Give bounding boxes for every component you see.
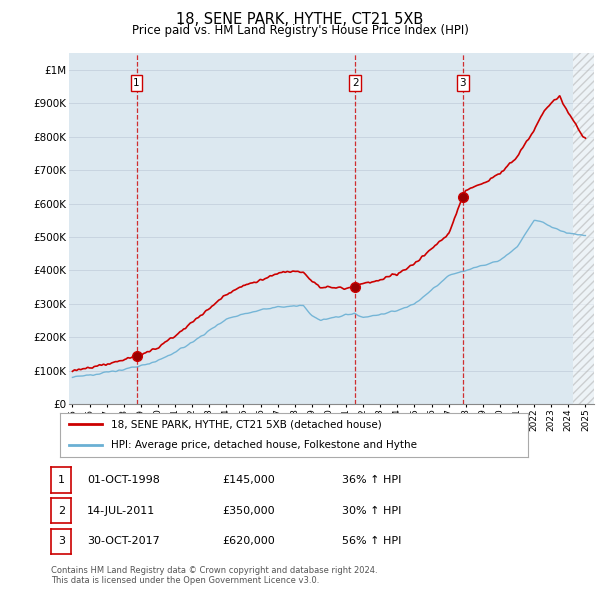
Text: 2: 2 (58, 506, 65, 516)
Text: 3: 3 (58, 536, 65, 546)
Text: Contains HM Land Registry data © Crown copyright and database right 2024.
This d: Contains HM Land Registry data © Crown c… (51, 566, 377, 585)
Text: 3: 3 (460, 78, 466, 88)
Bar (574, 53, 594, 404)
Text: £620,000: £620,000 (222, 536, 275, 546)
Text: 30% ↑ HPI: 30% ↑ HPI (342, 506, 401, 516)
Text: 1: 1 (58, 475, 65, 485)
Text: 01-OCT-1998: 01-OCT-1998 (87, 475, 160, 485)
Text: 18, SENE PARK, HYTHE, CT21 5XB (detached house): 18, SENE PARK, HYTHE, CT21 5XB (detached… (112, 419, 382, 429)
Text: 36% ↑ HPI: 36% ↑ HPI (342, 475, 401, 485)
Text: Price paid vs. HM Land Registry's House Price Index (HPI): Price paid vs. HM Land Registry's House … (131, 24, 469, 37)
Text: 18, SENE PARK, HYTHE, CT21 5XB: 18, SENE PARK, HYTHE, CT21 5XB (176, 12, 424, 27)
Text: 30-OCT-2017: 30-OCT-2017 (87, 536, 160, 546)
Text: HPI: Average price, detached house, Folkestone and Hythe: HPI: Average price, detached house, Folk… (112, 440, 418, 450)
Text: 56% ↑ HPI: 56% ↑ HPI (342, 536, 401, 546)
Text: 1: 1 (133, 78, 140, 88)
Text: 14-JUL-2011: 14-JUL-2011 (87, 506, 155, 516)
Text: £145,000: £145,000 (222, 475, 275, 485)
Text: £350,000: £350,000 (222, 506, 275, 516)
Text: 2: 2 (352, 78, 359, 88)
